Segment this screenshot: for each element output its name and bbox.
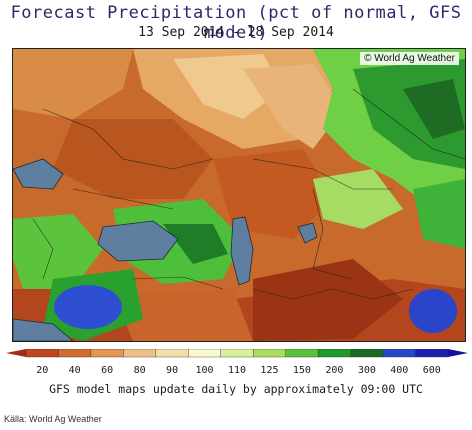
- source-credit: Källa: World Ag Weather: [4, 414, 102, 424]
- legend-tick-label: 100: [196, 365, 214, 376]
- caspian-sea: [230, 216, 254, 286]
- legend-tick-label: 110: [228, 365, 246, 376]
- legend-box: [317, 349, 351, 358]
- legend-tick-label: 90: [166, 365, 178, 376]
- legend-box: [382, 349, 416, 358]
- country-borders: [32, 88, 465, 300]
- aral-sea: [297, 222, 318, 244]
- legend-box: [90, 349, 124, 358]
- zone-very-dry-iran: [253, 259, 403, 341]
- zone-normal-ural: [243, 64, 343, 149]
- legend-box: [58, 349, 92, 358]
- zone-extreme-wet-southeast: [409, 289, 457, 333]
- legend-box: [155, 349, 189, 358]
- zone-dry-anatolia: [113, 289, 253, 341]
- legend-tick-label: 400: [390, 365, 408, 376]
- legend-box: [415, 349, 449, 358]
- legend-tick-label: 40: [69, 365, 81, 376]
- zone-very-wet-caucasus: [163, 224, 228, 264]
- legend-tick-label: 600: [423, 365, 441, 376]
- precipitation-map: © World Ag Weather: [12, 48, 466, 342]
- zone-dry-center: [53, 119, 213, 199]
- legend-box: [350, 349, 384, 358]
- zone-extreme-wet-east: [403, 79, 465, 139]
- legend-tick-label: 60: [101, 365, 113, 376]
- black-sea: [97, 220, 179, 262]
- legend-tick-label: 80: [134, 365, 146, 376]
- zone-wet-kazakh: [313, 169, 403, 229]
- date-range: 13 Sep 2014 - 28 Sep 2014: [138, 25, 334, 40]
- map-credit: © World Ag Weather: [360, 52, 459, 65]
- legend-tick-label: 20: [36, 365, 48, 376]
- legend-box: [25, 349, 59, 358]
- zone-dry-west: [13, 49, 133, 119]
- legend-box: [253, 349, 286, 358]
- zone-dry-volga: [213, 149, 333, 239]
- legend-high-arrow: [448, 349, 468, 357]
- zone-extreme-wet-turkey: [54, 285, 122, 329]
- legend-low-arrow: [6, 349, 26, 357]
- legend-color-boxes: [25, 349, 449, 358]
- zone-wet-balkans: [13, 214, 103, 289]
- map-canvas: [13, 49, 465, 341]
- zone-wet-southeast: [413, 179, 465, 249]
- map-title: Forecast Precipitation (pct of normal, G…: [10, 3, 462, 43]
- legend-tick-labels: 20 40 60 80 90 100 110 125 150 200 300 400 600: [36, 365, 441, 376]
- color-legend: 20 40 60 80 90 100 110 125 150 200 300 400 600: [6, 349, 468, 376]
- update-note: GFS model maps update daily by approxima…: [49, 382, 423, 396]
- baltic-sea: [13, 158, 64, 190]
- legend-tick-label: 150: [293, 365, 311, 376]
- legend-box: [188, 349, 221, 358]
- legend-tick-label: 300: [358, 365, 376, 376]
- legend-box: [220, 349, 254, 358]
- legend-tick-label: 125: [260, 365, 278, 376]
- legend-tick-label: 200: [325, 365, 343, 376]
- legend-box: [123, 349, 157, 358]
- legend-box: [285, 349, 319, 358]
- mediterranean-sea: [13, 318, 74, 341]
